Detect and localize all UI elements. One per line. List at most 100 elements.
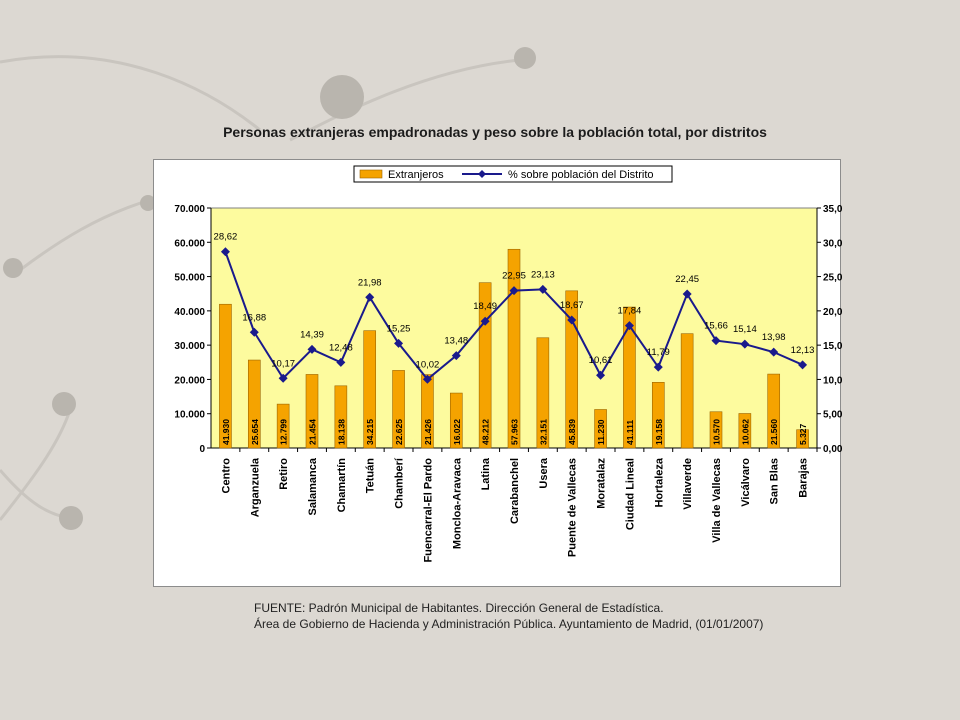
line-value-label: 10,02 — [416, 359, 440, 370]
line-value-label: 12,13 — [791, 345, 815, 356]
x-tick-label: Tetuán — [365, 458, 377, 494]
bar — [623, 306, 636, 449]
line-point — [769, 347, 779, 357]
bar — [276, 403, 290, 449]
x-tick-label: Salamanca — [307, 457, 319, 515]
bar-value-label: 10.062 — [740, 419, 750, 445]
bar-value-label: 21.560 — [769, 419, 779, 445]
bar — [709, 411, 723, 449]
x-tick-label: Villa de Vallecas — [711, 458, 723, 543]
source-note: FUENTE: Padrón Municipal de Habitantes. … — [254, 600, 763, 632]
line-point — [624, 321, 634, 331]
bar-value-label: 57.963 — [510, 419, 520, 445]
x-tick-label: Moncloa-Aravaca — [451, 457, 463, 549]
x-tick-label: Fuencarral-El Pardo — [422, 458, 434, 563]
line-value-label: 18,67 — [560, 300, 584, 311]
bar — [565, 290, 579, 449]
x-tick-label: Retiro — [278, 458, 290, 490]
line-value-label: 14,39 — [300, 329, 324, 340]
y-left-tick-label: 40.000 — [174, 307, 205, 318]
line-value-label: 11,79 — [647, 347, 670, 358]
line-point — [394, 338, 404, 348]
bar — [507, 248, 521, 449]
line-value-label: 17,84 — [618, 306, 642, 317]
bar-value-label: 11.230 — [596, 419, 606, 445]
chart-title: Personas extranjeras empadronadas y peso… — [223, 124, 767, 140]
bar — [305, 374, 319, 449]
line-value-label: 22,95 — [502, 271, 526, 282]
y-left-tick-label: 10.000 — [174, 410, 205, 421]
bar-value-label: 10.570 — [712, 419, 722, 445]
source-line-1: FUENTE: Padrón Municipal de Habitantes. … — [254, 601, 664, 615]
line-value-label: 13,48 — [444, 336, 468, 347]
line-value-label: 12,48 — [329, 342, 353, 353]
bar — [247, 359, 261, 449]
line-point — [220, 247, 230, 257]
bar-value-label: 12.799 — [279, 419, 289, 445]
bar — [392, 370, 405, 449]
x-tick-label: Moratalaz — [596, 458, 608, 509]
line-point — [422, 374, 432, 384]
y-right-tick-label: 5,00 — [823, 410, 842, 421]
bar-value-label: 21.426 — [423, 419, 433, 445]
line-value-label: 18,49 — [473, 301, 497, 312]
bar-value-label: 18.138 — [336, 419, 346, 445]
x-tick-label: Usera — [538, 457, 550, 488]
line-point — [538, 284, 548, 294]
legend-line-label: % sobre población del Distrito — [508, 169, 654, 181]
x-tick-label: Barajas — [798, 458, 810, 498]
line-point — [249, 327, 259, 337]
bar — [738, 413, 752, 449]
line-point — [596, 370, 606, 380]
line-point — [451, 351, 461, 361]
x-tick-label: Centro — [220, 458, 232, 494]
line-value-label: 28,62 — [214, 232, 238, 243]
bar-value-label: 5.327 — [798, 423, 808, 445]
legend-box — [353, 165, 673, 183]
bar — [449, 392, 463, 449]
y-left-tick-label: 0 — [199, 444, 205, 455]
y-right-tick-label: 10,00 — [823, 375, 842, 386]
line-value-label: 13,98 — [762, 332, 786, 343]
y-right-tick-label: 0,00 — [823, 444, 842, 455]
line-point — [740, 339, 750, 349]
bar-value-label: 41.111 — [625, 420, 635, 445]
chart-panel: 0 10.000 20.000 30.000 40.000 50.000 60.000 70.… — [153, 159, 842, 587]
bar-value-label: 34.215 — [365, 419, 375, 445]
line-value-label: 21,98 — [358, 277, 382, 288]
x-tick-label: Arganzuela — [249, 457, 261, 517]
y-left-tick-label: 50.000 — [174, 273, 205, 284]
line-point — [480, 316, 490, 326]
y-left-tick-label: 30.000 — [174, 341, 205, 352]
legend-bar-swatch — [359, 169, 383, 179]
x-tick-label: Villaverde — [682, 458, 694, 510]
bar — [536, 337, 550, 449]
bar — [363, 330, 377, 449]
legend-line-marker — [478, 170, 486, 178]
bar — [680, 333, 694, 449]
x-tick-label: Carabanchel — [509, 458, 521, 524]
x-tick-label: Vicálvaro — [740, 458, 752, 507]
y-right-tick-label: 25,00 — [823, 273, 842, 284]
bar-value-label: 41.930 — [221, 419, 231, 445]
line-value-label: 10,17 — [271, 358, 295, 369]
line-value-label: 15,25 — [387, 323, 411, 334]
bar — [219, 303, 232, 449]
bar — [421, 374, 434, 449]
line-value-label: 15,66 — [704, 321, 728, 332]
line-value-label: 10,61 — [589, 355, 613, 366]
line-point — [278, 373, 288, 383]
line-point — [336, 357, 346, 367]
x-tick-label: Ciudad Lineal — [624, 458, 636, 530]
bar — [651, 382, 665, 449]
x-tick-label: Puente de Vallecas — [567, 458, 579, 557]
y-right-tick-label: 30,00 — [823, 238, 842, 249]
line-value-label: 22,45 — [675, 274, 699, 285]
line-point — [307, 344, 317, 354]
line-point — [711, 336, 721, 346]
x-tick-label: Chamberí — [394, 457, 406, 509]
bar-value-label: 48.212 — [481, 419, 491, 445]
line-value-label: 23,13 — [531, 269, 555, 280]
legend-bar-label: Extranjeros — [388, 169, 444, 181]
